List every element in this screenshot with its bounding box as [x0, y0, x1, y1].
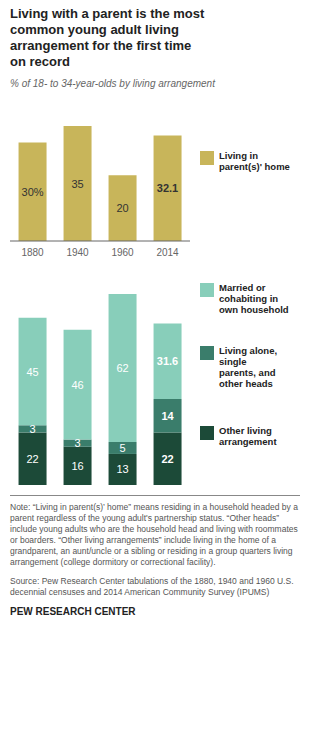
svg-text:30%: 30% — [22, 186, 44, 198]
svg-text:1880: 1880 — [21, 247, 44, 258]
html-text:Living alone, single parents,: Living alone, single parents, and other … — [219, 345, 278, 389]
html-text:Married or cohabiting in own h: Married or cohabiting in own household — [219, 282, 289, 315]
svg-text:35: 35 — [71, 178, 83, 190]
html-text:Note: “Living in parent(s)’ ho: Note: “Living in parent(s)’ home” means … — [10, 502, 298, 567]
svg-text:5: 5 — [119, 442, 125, 454]
svg-text:20: 20 — [116, 202, 128, 214]
svg-text:22: 22 — [26, 453, 38, 465]
svg-text:32.1: 32.1 — [157, 182, 178, 194]
html-text:Living with a parent is the mo: Living with a parent is the most common … — [10, 6, 205, 69]
svg-text:31.6: 31.6 — [157, 355, 178, 367]
html-text:Living in parent(s)' home: Living in parent(s)' home — [219, 150, 290, 172]
svg-text:14: 14 — [161, 410, 174, 422]
svg-text:3: 3 — [29, 423, 35, 435]
svg-text:3: 3 — [74, 437, 80, 449]
svg-text:1960: 1960 — [111, 247, 134, 258]
svg-text:22: 22 — [161, 453, 173, 465]
svg-text:2014: 2014 — [156, 247, 179, 258]
html-text:PEW RESEARCH CENTER: PEW RESEARCH CENTER — [10, 606, 136, 617]
svg-text:1940: 1940 — [66, 247, 89, 258]
svg-text:62: 62 — [116, 362, 128, 374]
svg-text:13: 13 — [116, 463, 128, 475]
html-text:% of 18- to 34-year-olds by li: % of 18- to 34-year-olds by living arran… — [10, 78, 215, 89]
svg-text:16: 16 — [71, 460, 83, 472]
svg-text:46: 46 — [71, 379, 83, 391]
svg-text:45: 45 — [26, 366, 38, 378]
html-text:Source: Pew Research Center ta: Source: Pew Research Center tabulations … — [10, 576, 294, 597]
html-text:Other living arrangement: Other living arrangement — [219, 425, 277, 447]
